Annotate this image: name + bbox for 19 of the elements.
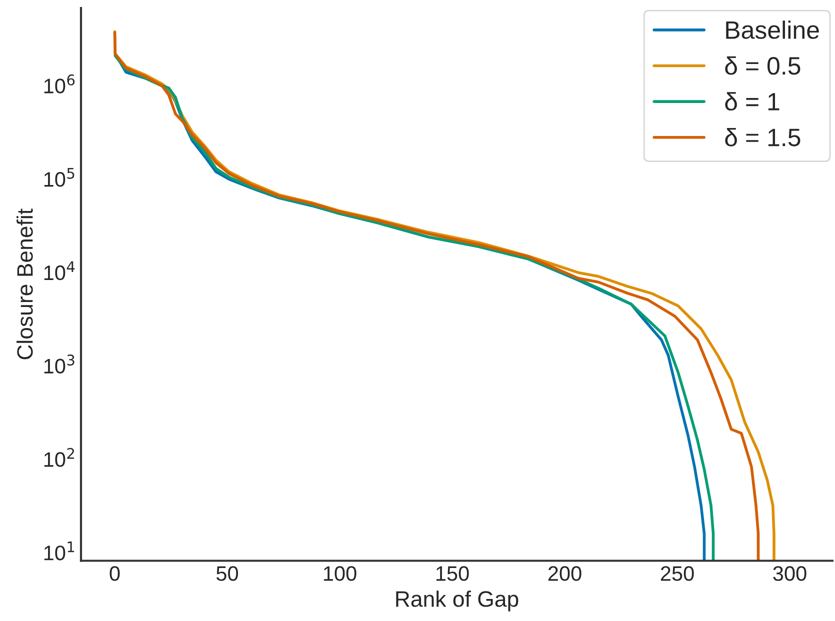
x-tick-label: 200 xyxy=(548,566,582,581)
y-tick-label: 10$^{6}$ xyxy=(44,74,75,94)
x-tick-label: 150 xyxy=(436,566,469,581)
x-axis-title: Rank of Gap xyxy=(396,590,518,612)
y-tick-label: 10$^{2}$ xyxy=(44,448,74,467)
y-tick-label: 10$^{5}$ xyxy=(44,168,74,187)
y-tick-label: 10$^{3}$ xyxy=(44,354,74,374)
legend-label: Baseline xyxy=(726,20,819,39)
legend-label: δ = 1 xyxy=(725,92,780,111)
x-tick-label: 0 xyxy=(110,566,120,581)
x-tick-label: 300 xyxy=(773,566,806,581)
legend-label: δ = 0.5 xyxy=(725,56,800,75)
y-tick-label: 10$^{4}$ xyxy=(44,261,75,280)
legend-label: δ = 1.5 xyxy=(725,128,800,146)
y-axis-title: Closure Benefit xyxy=(16,208,33,360)
x-tick-label: 50 xyxy=(216,566,238,581)
x-tick-label: 250 xyxy=(660,566,694,581)
y-tick-label: 10$^{1}$ xyxy=(44,542,74,560)
x-tick-label: 100 xyxy=(324,566,356,581)
